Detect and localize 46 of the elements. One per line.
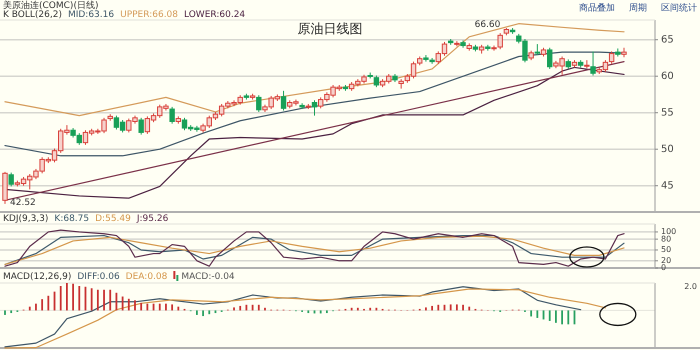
chart-subtitle: 美原油连(COMC)(日线) — [3, 0, 98, 11]
text: 区间统计 — [661, 2, 697, 14]
candlestick — [398, 78, 404, 90]
y-tick-label: 50 — [661, 144, 674, 155]
text: LOWER:60.24 — [184, 10, 246, 20]
legend-title: KDJ(9,3,3) — [3, 214, 48, 224]
candlestick — [312, 100, 318, 116]
text: DEA:0.08 — [126, 272, 168, 282]
text: 商品叠加 — [579, 2, 615, 14]
candlestick — [547, 47, 552, 70]
annotation: 66.60 — [474, 20, 501, 30]
candlestick — [374, 74, 380, 88]
legend-label: MACD:-0.04 — [181, 272, 235, 282]
y-tick-label: 80 — [661, 234, 672, 244]
y-tick-label: 0 — [661, 263, 666, 272]
candlestick — [534, 44, 540, 56]
text: UPPER:66.08 — [120, 10, 178, 20]
candlestick — [169, 106, 175, 124]
candlestick — [590, 50, 596, 76]
series-label: K:68.75 — [54, 214, 90, 224]
y-tick-label: 50 — [661, 245, 672, 254]
candlestick — [138, 117, 144, 136]
text: 周期 — [629, 2, 647, 14]
candlestick — [528, 50, 534, 61]
candlestick — [256, 94, 262, 112]
y-tick-label: 100 — [661, 227, 676, 236]
y-tick-label: 65 — [661, 34, 674, 46]
text: MID:63.16 — [68, 10, 114, 20]
text: DIFF:0.06 — [77, 272, 120, 282]
annotation: 42.52 — [10, 198, 36, 208]
legend-title: K BOLL(26,2) — [3, 10, 62, 20]
series-label: D:55.49 — [95, 214, 132, 224]
text: J:95.26 — [136, 214, 169, 224]
y-tick-label: 55 — [661, 107, 674, 118]
candlestick — [621, 47, 627, 58]
y-tick-label: 45 — [661, 180, 674, 192]
candlestick — [608, 50, 614, 64]
candlestick — [8, 172, 14, 187]
candlestick — [280, 90, 286, 112]
line-series — [4, 230, 625, 267]
y-tick-label: 60 — [661, 70, 674, 82]
chart-title: 原油日线图 — [298, 22, 362, 37]
candlestick — [566, 58, 571, 70]
text: 2.0 — [684, 282, 697, 292]
legend-title: MACD(12,26,9) — [3, 272, 72, 282]
y-tick-label: 20 — [661, 256, 672, 265]
